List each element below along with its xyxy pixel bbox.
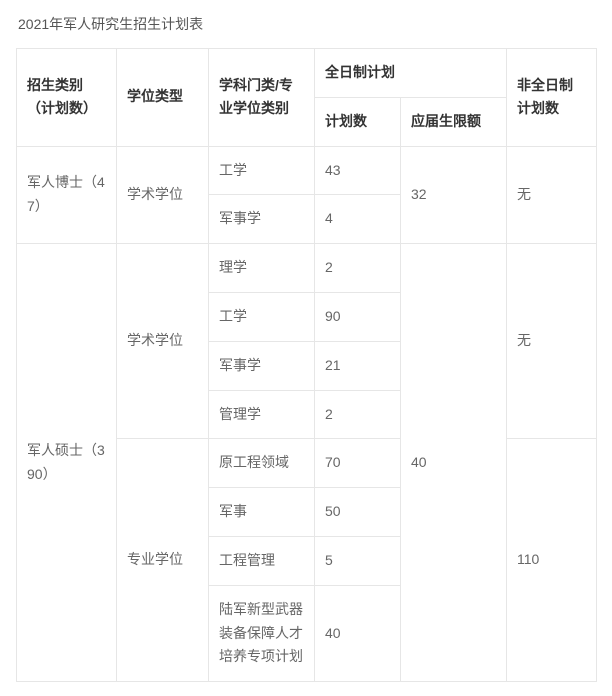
cell-category: 军人硕士（390） xyxy=(17,244,117,682)
cell-discipline: 管理学 xyxy=(209,390,315,439)
cell-parttime: 无 xyxy=(507,146,597,244)
cell-discipline: 工学 xyxy=(209,292,315,341)
cell-discipline: 陆军新型武器装备保障人才培养专项计划 xyxy=(209,585,315,681)
cell-discipline: 军事学 xyxy=(209,195,315,244)
cell-plan: 4 xyxy=(315,195,401,244)
header-parttime: 非全日制计划数 xyxy=(507,49,597,147)
cell-plan: 70 xyxy=(315,439,401,488)
table-row: 军人博士（47） 学术学位 工学 43 32 无 xyxy=(17,146,597,195)
cell-plan: 43 xyxy=(315,146,401,195)
cell-plan: 2 xyxy=(315,244,401,293)
cell-parttime: 无 xyxy=(507,244,597,439)
cell-plan: 2 xyxy=(315,390,401,439)
cell-discipline: 理学 xyxy=(209,244,315,293)
cell-category: 军人博士（47） xyxy=(17,146,117,244)
header-category: 招生类别（计划数） xyxy=(17,49,117,147)
cell-fresh: 32 xyxy=(401,146,507,244)
cell-discipline: 军事 xyxy=(209,488,315,537)
cell-discipline: 军事学 xyxy=(209,341,315,390)
cell-plan: 5 xyxy=(315,536,401,585)
header-discipline: 学科门类/专业学位类别 xyxy=(209,49,315,147)
cell-plan: 90 xyxy=(315,292,401,341)
enrollment-table: 招生类别（计划数） 学位类型 学科门类/专业学位类别 全日制计划 非全日制计划数… xyxy=(16,48,597,682)
cell-fresh: 40 xyxy=(401,244,507,682)
cell-degree: 学术学位 xyxy=(117,146,209,244)
cell-parttime: 110 xyxy=(507,439,597,682)
cell-plan: 40 xyxy=(315,585,401,681)
cell-plan: 50 xyxy=(315,488,401,537)
header-plan-count: 计划数 xyxy=(315,97,401,146)
header-fulltime: 全日制计划 xyxy=(315,49,507,98)
cell-discipline: 原工程领域 xyxy=(209,439,315,488)
header-degree: 学位类型 xyxy=(117,49,209,147)
cell-discipline: 工程管理 xyxy=(209,536,315,585)
table-title: 2021年军人研究生招生计划表 xyxy=(18,14,596,34)
cell-discipline: 工学 xyxy=(209,146,315,195)
table-row: 军人硕士（390） 学术学位 理学 2 40 无 xyxy=(17,244,597,293)
cell-degree: 学术学位 xyxy=(117,244,209,439)
header-fresh-limit: 应届生限额 xyxy=(401,97,507,146)
cell-degree: 专业学位 xyxy=(117,439,209,682)
cell-plan: 21 xyxy=(315,341,401,390)
